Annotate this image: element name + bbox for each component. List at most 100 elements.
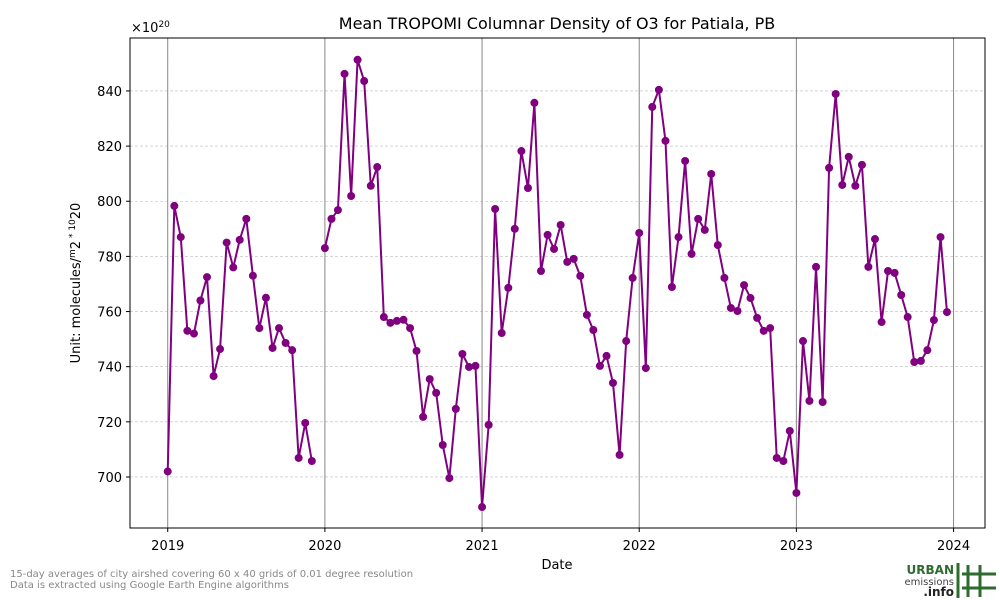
data-point — [720, 273, 729, 282]
data-point — [667, 282, 676, 291]
data-point — [491, 204, 500, 213]
data-point — [595, 361, 604, 370]
data-point — [510, 224, 519, 233]
data-point — [163, 467, 172, 476]
data-point — [229, 263, 238, 272]
data-point — [844, 152, 853, 161]
data-point — [929, 316, 938, 325]
data-point — [484, 420, 493, 429]
x-tick-label: 2022 — [623, 539, 656, 554]
data-point — [890, 268, 899, 277]
data-point — [851, 181, 860, 190]
data-point — [379, 313, 388, 322]
data-point — [438, 441, 447, 450]
data-point — [301, 418, 310, 427]
data-point — [451, 404, 460, 413]
label-part: m — [68, 249, 78, 258]
data-point — [261, 293, 270, 302]
data-point — [818, 397, 827, 406]
data-point — [870, 235, 879, 244]
data-point — [170, 201, 179, 210]
data-point — [707, 169, 716, 178]
data-point — [877, 318, 886, 327]
footnote: 15-day averages of city airshed covering… — [10, 569, 413, 580]
data-point — [530, 98, 539, 107]
data-point — [622, 337, 631, 346]
x-tick-label: 2021 — [466, 539, 499, 554]
data-point — [406, 324, 415, 333]
data-point — [766, 324, 775, 333]
data-point — [340, 69, 349, 78]
data-point — [792, 488, 801, 497]
data-point — [320, 244, 329, 253]
data-point — [923, 346, 932, 355]
logo-icon — [956, 563, 996, 598]
data-point — [772, 453, 781, 462]
data-point — [654, 85, 663, 94]
data-point — [556, 220, 565, 229]
data-point — [392, 316, 401, 325]
grid — [130, 38, 985, 528]
data-point — [471, 361, 480, 370]
data-point — [779, 456, 788, 465]
data-point — [550, 244, 559, 253]
data-point — [615, 450, 624, 459]
data-point — [805, 396, 814, 405]
data-point — [602, 351, 611, 360]
data-point — [248, 271, 257, 280]
data-point — [812, 262, 821, 271]
data-point — [694, 214, 703, 223]
data-point — [753, 313, 762, 322]
data-point — [209, 372, 218, 381]
data-point — [628, 273, 637, 282]
data-point — [386, 318, 395, 327]
data-point — [203, 273, 212, 282]
data-line — [166, 59, 948, 508]
data-point — [916, 356, 925, 365]
data-point — [674, 233, 683, 242]
data-point — [288, 346, 297, 355]
data-point — [242, 214, 251, 223]
x-tick-label: 2024 — [937, 539, 970, 554]
chart-title: Mean TROPOMI Columnar Density of O3 for … — [339, 14, 775, 33]
data-point — [366, 181, 375, 190]
data-point — [648, 102, 657, 111]
label-part: 20 — [158, 20, 170, 30]
data-point — [419, 412, 428, 421]
data-point — [222, 238, 231, 247]
data-point — [465, 362, 474, 371]
data-point — [294, 453, 303, 462]
data-point — [746, 294, 755, 303]
data-point — [569, 254, 578, 263]
data-point — [445, 474, 454, 483]
x-tick-label: 2019 — [151, 539, 184, 554]
y-tick-label: 700 — [97, 471, 122, 486]
data-point — [399, 315, 408, 324]
data-point — [176, 233, 185, 242]
data-point — [255, 324, 264, 333]
data-point — [183, 326, 192, 335]
data-point — [838, 180, 847, 189]
data-point — [910, 358, 919, 367]
data-point — [897, 290, 906, 299]
data-point — [327, 214, 336, 223]
data-point — [425, 375, 434, 384]
data-point — [857, 160, 866, 169]
label-part: Unit: molecules/ — [69, 257, 84, 363]
label-part: * 10 — [68, 219, 78, 241]
data-point — [726, 303, 735, 312]
data-point — [333, 206, 342, 215]
data-point — [576, 271, 585, 280]
data-point — [713, 241, 722, 250]
footnote: Data is extracted using Google Earth Eng… — [10, 580, 289, 591]
logo-text: .info — [923, 585, 954, 599]
y-axis-label: Unit: molecules/m2 * 1020 — [68, 203, 84, 364]
data-point — [281, 338, 290, 347]
y-tick-label: 840 — [97, 85, 122, 100]
y-tick-label: 820 — [97, 140, 122, 155]
label-part: 20 — [69, 203, 84, 220]
data-point — [641, 364, 650, 373]
data-point — [582, 310, 591, 319]
